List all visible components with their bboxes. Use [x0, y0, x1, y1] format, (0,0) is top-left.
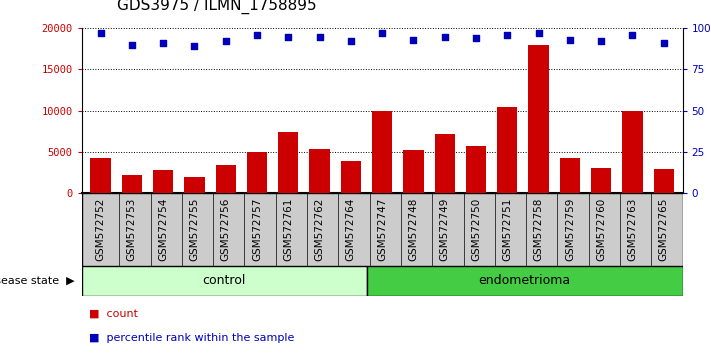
Point: [471, 35, 482, 41]
Bar: [560, 158, 580, 193]
Text: GSM572754: GSM572754: [158, 198, 168, 261]
Bar: [466, 146, 486, 193]
Bar: [622, 112, 643, 193]
Text: control: control: [203, 274, 246, 287]
Bar: [497, 107, 518, 193]
Bar: [403, 150, 424, 193]
Point: [377, 30, 388, 36]
Bar: [366, 266, 683, 296]
Text: GSM572752: GSM572752: [95, 198, 105, 261]
Bar: [591, 168, 611, 193]
Point: [220, 39, 231, 44]
Text: ■  percentile rank within the sample: ■ percentile rank within the sample: [89, 333, 294, 343]
Text: GSM572749: GSM572749: [439, 198, 450, 261]
Point: [251, 32, 262, 38]
Bar: [90, 158, 111, 193]
Point: [565, 37, 576, 43]
Bar: [372, 111, 392, 193]
Text: GSM572762: GSM572762: [314, 198, 325, 261]
Bar: [309, 149, 330, 193]
Text: GSM572747: GSM572747: [377, 198, 387, 261]
Point: [188, 44, 200, 49]
Point: [502, 32, 513, 38]
Bar: [153, 170, 173, 193]
Text: GSM572758: GSM572758: [534, 198, 544, 261]
Bar: [653, 169, 674, 193]
Text: GSM572765: GSM572765: [659, 198, 669, 261]
Text: GSM572748: GSM572748: [408, 198, 419, 261]
Point: [658, 40, 670, 46]
Text: endometrioma: endometrioma: [479, 274, 571, 287]
Text: GSM572751: GSM572751: [503, 198, 513, 261]
Point: [627, 32, 638, 38]
Text: GSM572764: GSM572764: [346, 198, 356, 261]
Text: GSM572757: GSM572757: [252, 198, 262, 261]
Text: GSM572763: GSM572763: [628, 198, 638, 261]
Text: GSM572760: GSM572760: [597, 198, 606, 261]
Text: GSM572761: GSM572761: [283, 198, 294, 261]
Text: GSM572750: GSM572750: [471, 198, 481, 261]
Point: [408, 37, 419, 43]
Bar: [82, 266, 366, 296]
Point: [95, 30, 106, 36]
Bar: [434, 135, 455, 193]
Point: [345, 39, 356, 44]
Point: [314, 34, 325, 39]
Text: GSM572756: GSM572756: [220, 198, 230, 261]
Bar: [184, 177, 205, 193]
Bar: [278, 132, 299, 193]
Text: GDS3975 / ILMN_1758895: GDS3975 / ILMN_1758895: [117, 0, 317, 14]
Point: [533, 30, 545, 36]
Text: GSM572759: GSM572759: [565, 198, 575, 261]
Bar: [215, 165, 236, 193]
Text: disease state  ▶: disease state ▶: [0, 275, 75, 286]
Text: GSM572753: GSM572753: [127, 198, 137, 261]
Bar: [341, 161, 361, 193]
Bar: [528, 45, 549, 193]
Text: GSM572755: GSM572755: [189, 198, 199, 261]
Point: [157, 40, 169, 46]
Point: [282, 34, 294, 39]
Point: [126, 42, 137, 48]
Bar: [247, 152, 267, 193]
Bar: [122, 175, 142, 193]
Text: ■  count: ■ count: [89, 308, 138, 318]
Point: [439, 34, 451, 39]
Point: [596, 39, 607, 44]
